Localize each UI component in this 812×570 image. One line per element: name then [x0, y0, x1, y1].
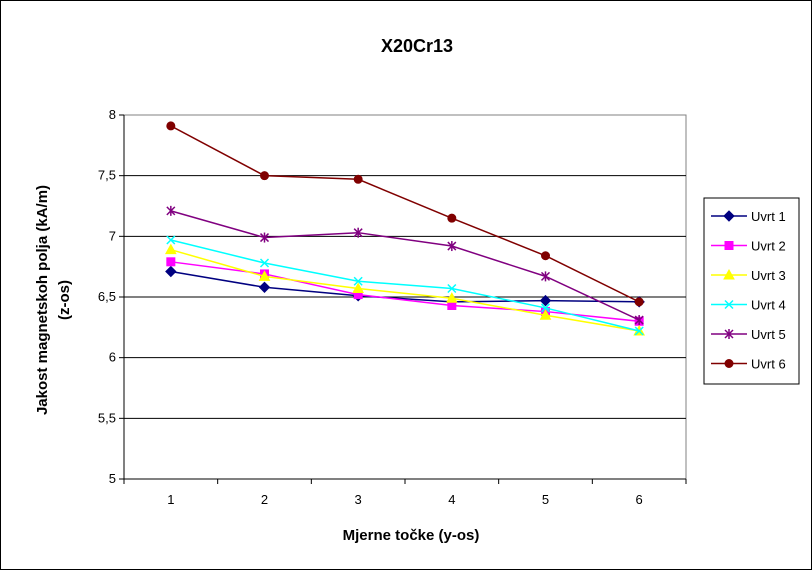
- data-point-stroke: [353, 276, 363, 286]
- legend-label: Uvrt 3: [751, 268, 786, 283]
- data-point-stroke: [166, 235, 176, 245]
- legend-item: Uvrt 4: [711, 298, 786, 313]
- data-point: [447, 283, 457, 294]
- legend-swatch-marker: [724, 329, 734, 339]
- data-point: [447, 241, 457, 252]
- y-tick-label: 6,5: [98, 289, 116, 304]
- series-5: [166, 205, 644, 326]
- y-axis-title-line2: (z-os): [56, 280, 73, 320]
- legend-swatch-marker-stroke: [724, 299, 734, 310]
- x-tick-label: 5: [542, 492, 549, 507]
- series-3: [164, 243, 646, 336]
- data-point: [539, 294, 552, 307]
- data-point: [445, 292, 458, 303]
- data-point: [541, 251, 550, 261]
- data-point: [539, 309, 552, 320]
- data-point: [540, 271, 551, 282]
- y-tick-label: 8: [109, 107, 116, 122]
- legend-swatch-marker: [723, 268, 735, 280]
- data-point: [165, 265, 177, 278]
- data-point: [353, 276, 363, 286]
- data-point: [166, 205, 176, 216]
- series-4: [166, 235, 644, 336]
- series-line: [170, 248, 640, 332]
- data-point: [634, 315, 644, 326]
- data-point: [353, 174, 363, 184]
- legend-item: Uvrt 2: [711, 239, 786, 254]
- y-tick-label: 5,5: [98, 410, 116, 425]
- legend-swatch-marker: [724, 299, 734, 310]
- data-point: [166, 121, 176, 131]
- legend-item: Uvrt 1: [711, 209, 786, 224]
- data-point: [634, 297, 644, 307]
- legend-label: Uvrt 1: [751, 209, 786, 224]
- legend-item: Uvrt 5: [711, 327, 786, 342]
- x-tick-label: 2: [261, 492, 268, 507]
- legend-box: [703, 197, 800, 385]
- y-tick-label: 7: [109, 228, 116, 243]
- data-point: [447, 213, 457, 223]
- y-tick-label: 5: [109, 471, 116, 486]
- legend-swatch-marker: [724, 241, 734, 250]
- y-axis-title-line1: Jakost magnetskoh polja (kA/m): [34, 185, 51, 415]
- data-point: [353, 227, 363, 238]
- plot-area: 5 5,5 6 6,5 7 7,5 8 1 2 3 4 5 6: [98, 107, 687, 507]
- data-point: [258, 281, 271, 294]
- y-tick-label: 6: [109, 350, 116, 365]
- legend-swatch-marker: [723, 210, 735, 222]
- x-tick-label: 6: [636, 492, 643, 507]
- data-point: [352, 282, 365, 294]
- series-line: [170, 270, 640, 303]
- data-point-stroke: [259, 258, 270, 268]
- legend-label: Uvrt 5: [751, 327, 786, 342]
- data-point: [166, 257, 176, 267]
- legend-item: Uvrt 6: [711, 357, 786, 372]
- x-tick-label: 3: [355, 492, 362, 507]
- series-line: [170, 125, 640, 303]
- data-point-stroke: [634, 326, 644, 336]
- legend: Uvrt 1 Uvrt 2 Uvrt 3 Uvrt 4 Uvrt 5 Uvrt 6: [703, 197, 800, 385]
- legend-swatch-marker: [724, 359, 734, 368]
- data-point-stroke: [540, 303, 551, 313]
- data-point: [540, 303, 551, 313]
- data-point-stroke: [447, 283, 457, 294]
- series-6: [166, 121, 644, 307]
- data-point: [259, 232, 270, 243]
- legend-label: Uvrt 2: [751, 239, 786, 254]
- data-point: [260, 171, 269, 181]
- y-axis-title-group: Jakost magnetskoh polja (kA/m) (z-os): [34, 185, 73, 415]
- x-axis-title: Mjerne točke (y-os): [343, 527, 480, 544]
- legend-label: Uvrt 4: [751, 298, 786, 313]
- data-point: [258, 270, 271, 281]
- data-point: [164, 243, 177, 255]
- legend-item: Uvrt 3: [711, 268, 786, 283]
- series-line: [170, 239, 640, 332]
- y-tick-label: 7,5: [98, 168, 116, 183]
- data-point: [259, 258, 270, 268]
- data-point: [634, 326, 644, 336]
- x-tick-label: 1: [167, 492, 174, 507]
- x-tick-label: 4: [448, 492, 455, 507]
- data-point: [166, 235, 176, 245]
- chart-title: X20Cr13: [381, 36, 453, 56]
- legend-label: Uvrt 6: [751, 357, 786, 372]
- series-line: [170, 210, 640, 321]
